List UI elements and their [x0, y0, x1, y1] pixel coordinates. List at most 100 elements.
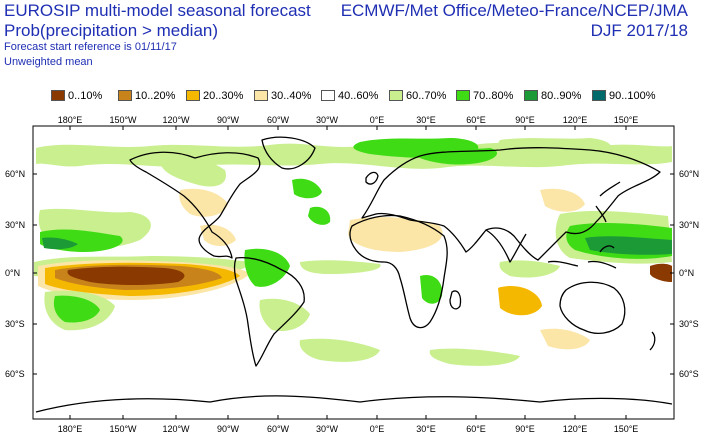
lat-label: 30°S — [5, 319, 25, 329]
lon-label: 0°E — [370, 424, 385, 434]
legend-swatch — [592, 90, 606, 101]
lon-label: 90°E — [515, 115, 535, 125]
lon-label: 120°E — [563, 115, 588, 125]
legend-label: 60..70% — [406, 90, 447, 102]
coast-south-america — [233, 256, 305, 367]
lon-label: 30°W — [316, 115, 339, 125]
region-atlantic-green — [292, 178, 322, 199]
region-southern-pale — [299, 338, 380, 362]
lon-label: 150°W — [109, 115, 137, 125]
region-south-am-pale — [259, 298, 310, 332]
coastlines — [35, 136, 673, 413]
forecast-reference: Forecast start reference is 01/11/17 — [4, 41, 177, 53]
lon-label: 30°E — [416, 424, 436, 434]
region-africa-green — [420, 274, 443, 304]
legend-swatch — [118, 90, 132, 101]
lat-label: 30°N — [679, 220, 699, 230]
lat-label: 30°S — [679, 319, 699, 329]
coast-greenland — [261, 136, 316, 170]
lat-label: 60°N — [679, 169, 699, 179]
lat-label: 60°S — [679, 369, 699, 379]
region-npac-dark — [42, 237, 78, 250]
lon-label: 60°E — [466, 424, 486, 434]
lon-label: 150°W — [109, 424, 137, 434]
region-indian-gold — [498, 286, 542, 316]
lat-label: 0°N — [5, 268, 20, 278]
legend-swatch — [524, 90, 538, 101]
region-aus-yellow — [540, 328, 590, 350]
lon-label: 0°E — [370, 115, 385, 125]
lat-label: 60°S — [5, 369, 25, 379]
lon-labels-bottom: 180°E 150°W 120°W 90°W 60°W 30°W 0°E 30°… — [58, 424, 639, 434]
lon-label: 150°E — [614, 424, 639, 434]
season: DJF 2017/18 — [590, 21, 688, 40]
legend-label: 70..80% — [473, 90, 514, 102]
region-usa-yellow — [179, 188, 228, 217]
lon-label: 90°W — [217, 115, 240, 125]
legend-label: 40..60% — [338, 90, 379, 102]
lon-label: 90°W — [217, 424, 240, 434]
lon-label: 60°W — [267, 115, 290, 125]
region-eq-pac-brown — [67, 266, 185, 285]
legend-label: 20..30% — [203, 90, 244, 102]
lon-label: 90°E — [515, 424, 535, 434]
lat-label: 30°N — [5, 220, 25, 230]
lon-label: 120°W — [162, 115, 190, 125]
coast-north-america — [129, 151, 261, 259]
region-spac-bright — [53, 295, 100, 323]
coast-nz — [649, 331, 656, 351]
lon-label: 60°W — [267, 424, 290, 434]
region-south-am-green — [244, 248, 290, 287]
coast-eurasia — [361, 147, 661, 261]
legend-label: 10..20% — [135, 90, 176, 102]
legend-swatch — [254, 90, 268, 101]
legend-swatch — [321, 90, 335, 101]
region-asia-green — [498, 138, 611, 157]
lat-label: 0°N — [679, 268, 694, 278]
legend-swatch — [389, 90, 403, 101]
region-indian-eq — [499, 260, 560, 278]
coast-uk — [365, 171, 379, 185]
coast-madagascar — [449, 290, 462, 310]
lon-label: 120°W — [162, 424, 190, 434]
legend-swatch — [186, 90, 200, 101]
lat-labels-left: 60°N 30°N 0°N 30°S 60°S — [5, 169, 25, 379]
region-saharan-yellow — [348, 217, 443, 252]
map-title: EUROSIP multi-model seasonal forecast — [4, 1, 311, 20]
region-southern-pale2 — [429, 348, 520, 366]
lat-label: 60°N — [5, 169, 25, 179]
coast-australia — [559, 281, 626, 335]
coast-japan — [595, 181, 621, 223]
lon-label: 30°E — [416, 115, 436, 125]
lon-label: 60°E — [466, 115, 486, 125]
lon-labels-top: 180°E 150°W 120°W 90°W 60°W 30°W 0°E 30°… — [58, 115, 639, 125]
legend-label: 0..10% — [68, 90, 103, 102]
legend-swatch — [456, 90, 470, 101]
lat-labels-right: 60°N 30°N 0°N 30°S 60°S — [679, 169, 699, 379]
region-atlantic-green2 — [308, 206, 331, 225]
legend-label: 30..40% — [271, 90, 312, 102]
region-china-yellow — [540, 188, 585, 212]
legend-label: 80..90% — [541, 90, 582, 102]
region-wpac-dark — [585, 236, 672, 255]
coast-antarctica — [35, 395, 673, 413]
lon-label: 150°E — [614, 115, 639, 125]
lon-label: 180°E — [58, 115, 83, 125]
region-canada-green — [160, 156, 226, 187]
mean-type: Unweighted mean — [4, 56, 93, 68]
map-subtitle: Prob(precipitation > median) — [4, 21, 219, 40]
region-indonesia-brown — [650, 263, 672, 282]
region-atl-eq — [300, 260, 381, 274]
legend-label: 90..100% — [609, 90, 656, 102]
coast-india — [485, 229, 527, 263]
probability-regions — [34, 138, 672, 366]
coast-africa — [349, 214, 448, 329]
lon-label: 120°E — [563, 424, 588, 434]
coast-indonesia — [547, 245, 617, 269]
lon-label: 180°E — [58, 424, 83, 434]
agencies: ECMWF/Met Office/Meteo-France/NCEP/JMA — [340, 1, 688, 20]
legend-swatch — [51, 90, 65, 101]
lon-label: 30°W — [316, 424, 339, 434]
tick-marks — [33, 126, 674, 419]
